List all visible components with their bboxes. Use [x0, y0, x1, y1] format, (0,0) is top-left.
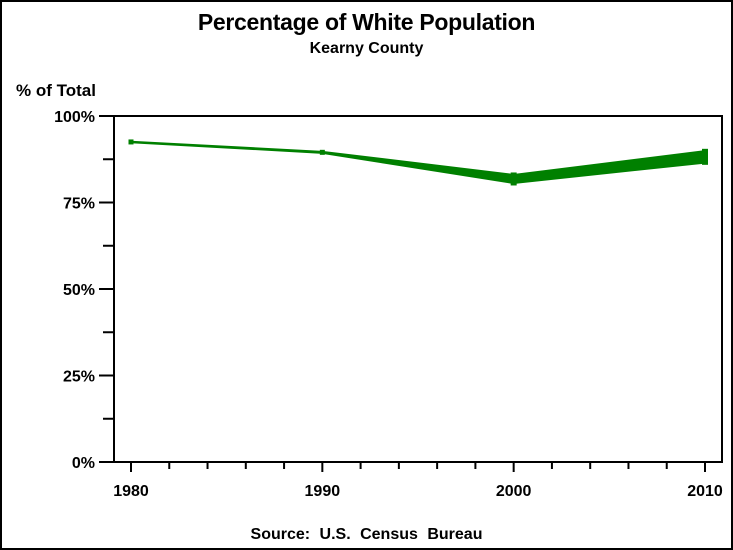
x-tick-label: 2010	[687, 483, 723, 500]
y-tick-label: 0%	[72, 455, 95, 472]
y-axis-label: % of Total	[16, 81, 96, 100]
y-tick-label: 50%	[63, 282, 95, 299]
data-marker	[319, 149, 325, 155]
data-line	[131, 140, 705, 184]
chart-title: Percentage of White Population	[197, 9, 536, 35]
x-tick-label: 1980	[113, 483, 149, 500]
x-tick-label: 2000	[496, 483, 532, 500]
y-tick-label: 25%	[63, 369, 95, 386]
source-footnote: Source: U.S. Census Bureau	[250, 526, 483, 543]
y-tick-label: 75%	[63, 196, 95, 213]
chart-subtitle: Kearny County	[309, 40, 424, 57]
data-marker	[510, 172, 517, 186]
data-marker	[128, 139, 134, 145]
data-marker	[702, 148, 708, 165]
y-tick-label: 100%	[54, 109, 95, 126]
x-tick-label: 1990	[305, 483, 341, 500]
